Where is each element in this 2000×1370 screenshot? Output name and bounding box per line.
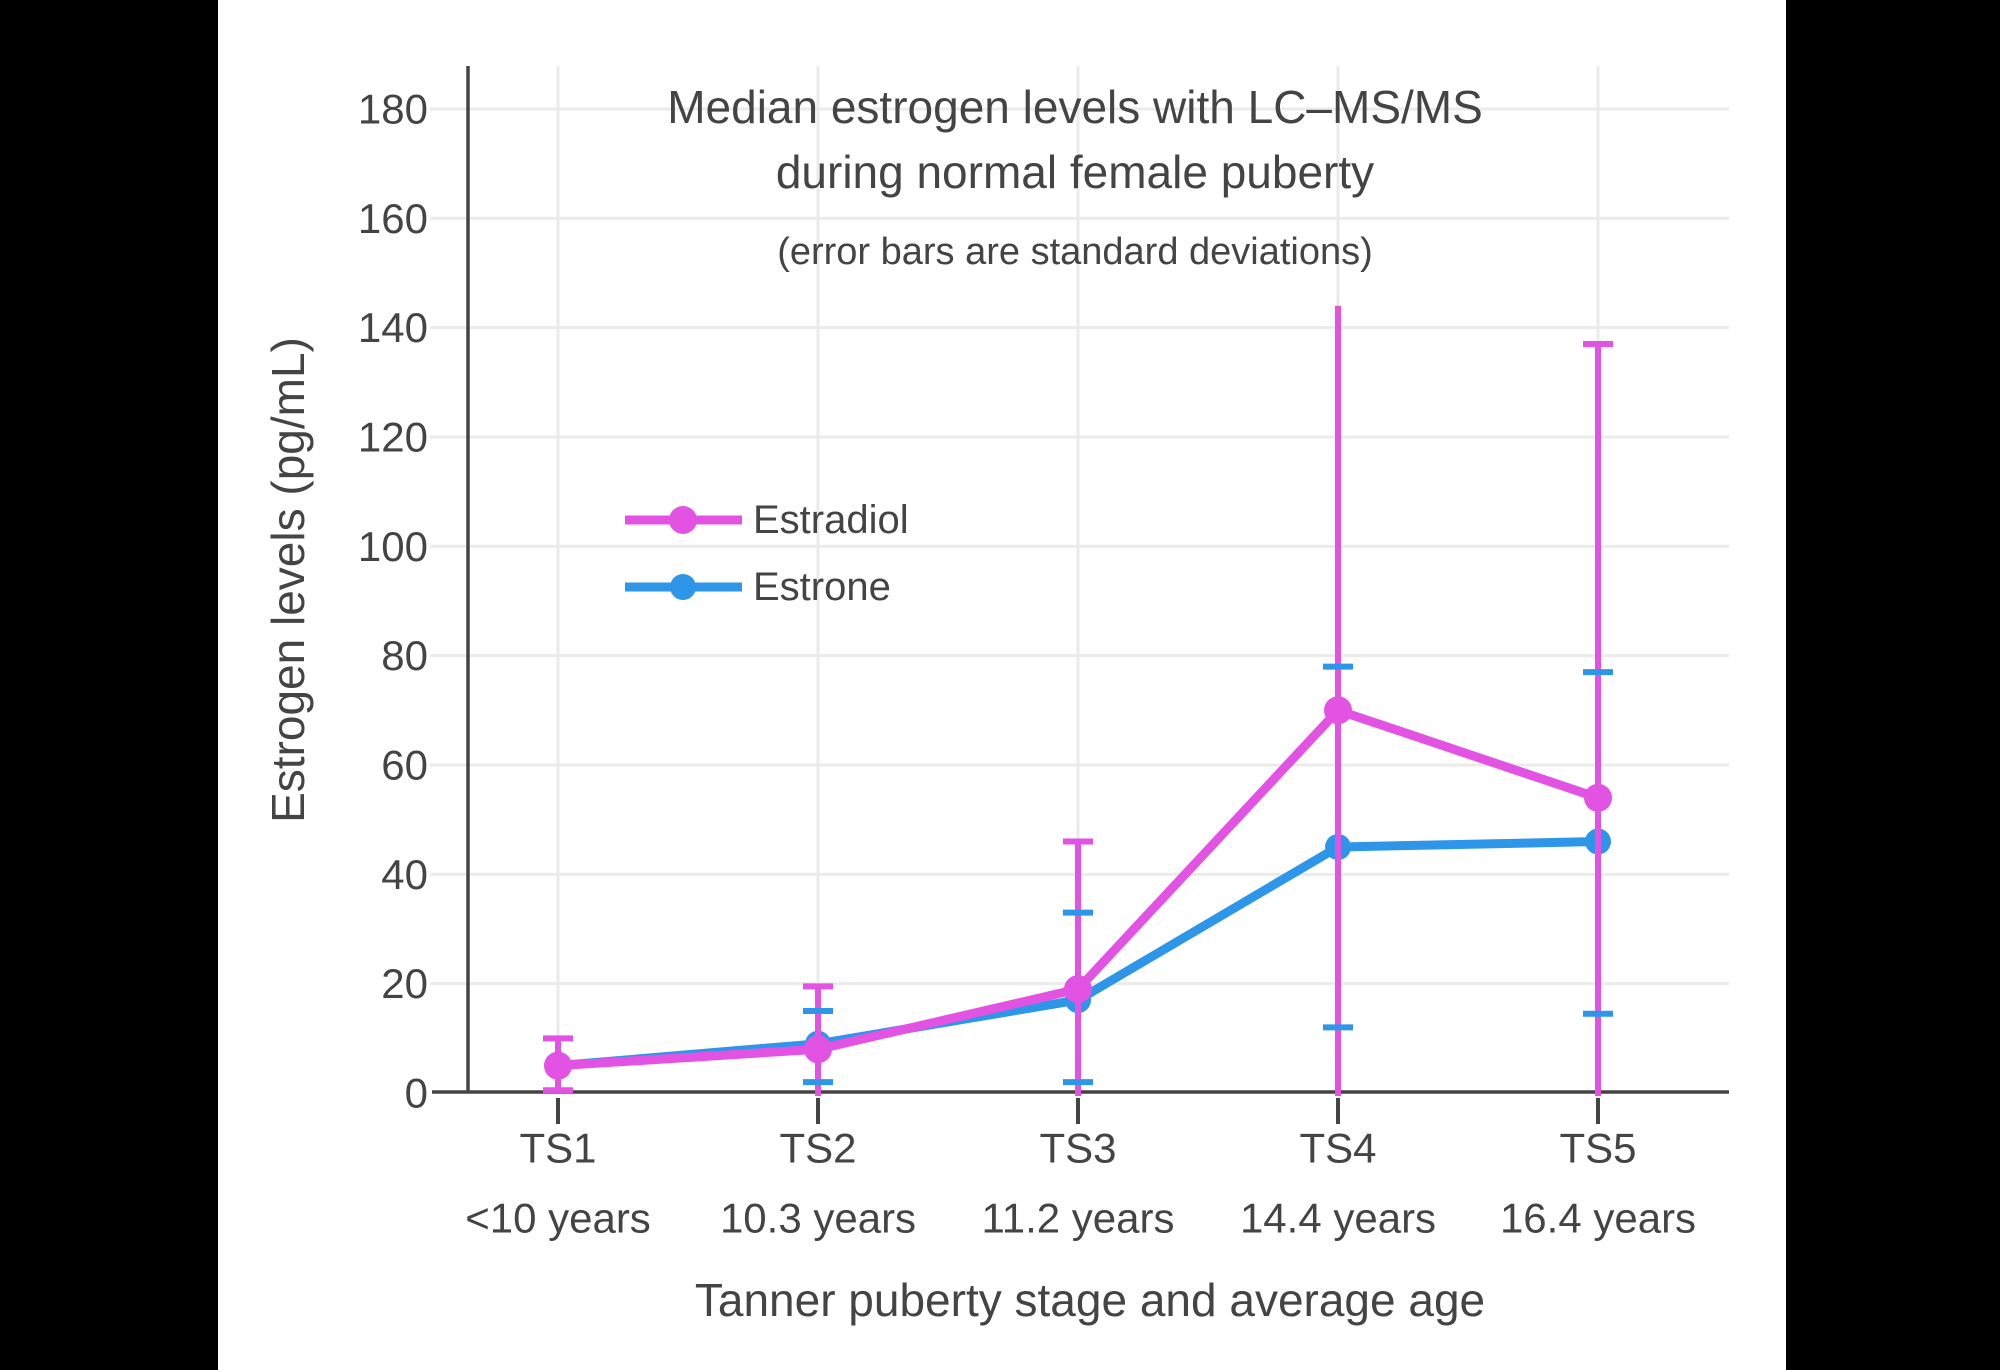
x-tick-label-TS5: TS5 <box>1559 1125 1636 1172</box>
estradiol-marker-TS4 <box>1324 696 1352 725</box>
chart-title-line2: during normal female puberty <box>776 146 1374 198</box>
x-tick-label-TS4: TS4 <box>1299 1125 1376 1172</box>
legend-marker-estradiol <box>669 506 697 534</box>
chart-title-line1: Median estrogen levels with LC–MS/MS <box>667 81 1483 133</box>
axis-layer: TS1 <10 years TS2 10.3 years TS3 11.2 years TS… <box>432 66 1729 1242</box>
y-tick-label-140: 140 <box>358 304 428 351</box>
y-tick-label-40: 40 <box>381 851 428 898</box>
estradiol-marker-TS2 <box>804 1035 832 1064</box>
x-age-label-TS1: <10 years <box>465 1195 651 1242</box>
y-tick-label-60: 60 <box>381 741 428 788</box>
y-tick-label-160: 160 <box>358 195 428 242</box>
chart-subtitle: (error bars are standard deviations) <box>777 231 1373 273</box>
x-axis-title: Tanner puberty stage and average age <box>695 1274 1485 1326</box>
legend-label-estradiol: Estradiol <box>753 498 909 542</box>
estradiol-marker-TS5 <box>1584 783 1612 812</box>
x-age-label-TS3: 11.2 years <box>982 1195 1175 1242</box>
x-tick-label-TS2: TS2 <box>779 1125 856 1172</box>
y-tick-label-0: 0 <box>405 1070 428 1117</box>
y-tick-label-120: 120 <box>358 413 428 460</box>
x-tick-label-TS3: TS3 <box>1039 1125 1116 1172</box>
y-tick-label-100: 100 <box>358 523 428 570</box>
estrone-errorcaps <box>803 663 1613 1086</box>
y-tick-label-20: 20 <box>381 960 428 1007</box>
legend-label-estrone: Estrone <box>753 565 891 609</box>
series-layer <box>543 305 1613 1096</box>
y-tick-label-80: 80 <box>381 632 428 679</box>
x-age-label-TS2: 10.3 years <box>720 1195 916 1242</box>
chart-canvas <box>218 0 1786 1370</box>
y-axis-title: Estrogen levels (pg/mL) <box>262 337 314 823</box>
legend-marker-estrone <box>670 574 696 600</box>
estradiol-marker-TS3 <box>1064 975 1092 1004</box>
estradiol-marker-TS1 <box>544 1051 572 1080</box>
estradiol-series <box>544 696 1612 1080</box>
y-tick-label-180: 180 <box>358 85 428 132</box>
legend: Estradiol Estrone <box>625 498 909 609</box>
x-tick-label-TS1: TS1 <box>519 1125 596 1172</box>
x-age-label-TS5: 16.4 years <box>1500 1195 1696 1242</box>
x-age-label-TS4: 14.4 years <box>1240 1195 1436 1242</box>
